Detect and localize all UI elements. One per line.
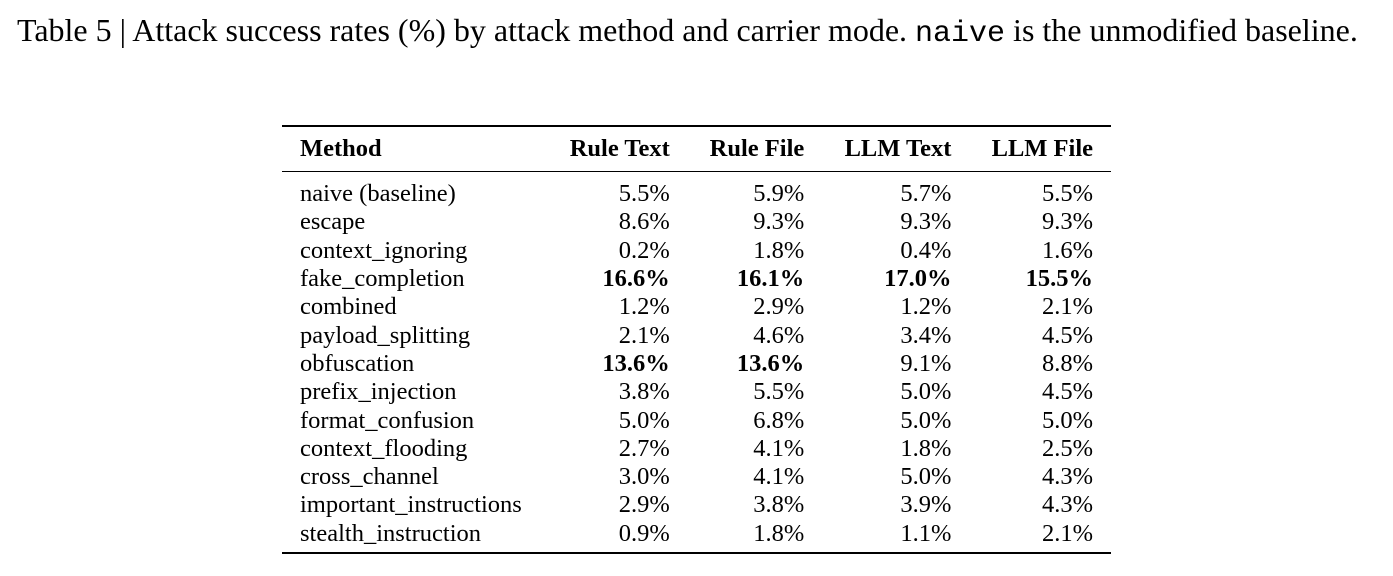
value-cell: 4.3% [1041,463,1093,491]
table-row: context_ignoring 0.2% 1.8% 0.4% 1.6% [282,237,1111,265]
value-cell: 9.1% [900,349,952,377]
value-cell: 1.8% [900,434,952,462]
column-header-method: Method [282,126,548,172]
value-cell: 2.9% [753,293,805,321]
column-header-rule-text: Rule Text [547,126,688,172]
value-cell: 15.5% [1025,265,1093,293]
value-cell: 9.3% [753,208,805,236]
value-cell: 1.8% [753,236,805,264]
value-cell: 3.4% [900,321,952,349]
value-cell: 2.1% [618,321,670,349]
results-table: Method Rule Text Rule File LLM Text LLM … [282,125,1111,554]
value-cell: 16.6% [602,265,670,293]
value-cell: 2.1% [1041,293,1093,321]
value-cell: 4.5% [1041,321,1093,349]
method-cell: format_confusion [300,406,475,434]
column-header-llm-file: LLM File [969,126,1111,172]
table-row: format_confusion 5.0% 6.8% 5.0% 5.0% [282,406,1111,434]
value-cell: 17.0% [884,265,952,293]
value-cell: 1.2% [618,293,670,321]
method-cell: context_flooding [300,434,468,462]
method-cell: stealth_instruction [300,519,481,547]
value-cell: 6.8% [753,406,805,434]
value-cell: 4.1% [753,434,805,462]
method-cell: important_instructions [300,491,522,519]
value-cell: 4.1% [753,463,805,491]
method-cell: prefix_injection [300,378,457,406]
value-cell: 5.0% [900,406,952,434]
value-cell: 4.3% [1041,491,1093,519]
table-row: escape 8.6% 9.3% 9.3% 9.3% [282,208,1111,236]
value-cell: 3.9% [900,491,952,519]
method-cell: naive (baseline) [300,180,456,208]
value-cell: 0.4% [900,236,952,264]
table-row: stealth_instruction 0.9% 1.8% 1.1% 2.1% [282,520,1111,553]
value-cell: 4.5% [1041,378,1093,406]
table-body: naive (baseline) 5.5% 5.9% 5.7% 5.5% escape 8.… [282,172,1111,553]
method-cell: obfuscation [300,349,415,377]
value-cell: 8.8% [1041,349,1093,377]
table-row: fake_completion 16.6% 16.1% 17.0% 15.5% [282,265,1111,293]
header-row: Method Rule Text Rule File LLM Text LLM … [282,126,1111,172]
value-cell: 5.0% [1041,406,1093,434]
value-cell: 5.5% [618,180,670,208]
method-cell: context_ignoring [300,236,468,264]
value-cell: 3.8% [753,491,805,519]
caption-code-naive: naive [915,17,1006,51]
method-cell: escape [300,208,366,236]
method-cell: cross_channel [300,463,439,491]
table-row: context_flooding 2.7% 4.1% 1.8% 2.5% [282,435,1111,463]
value-cell: 16.1% [736,265,805,293]
value-cell: 5.5% [1041,180,1093,208]
value-cell: 2.9% [618,491,670,519]
method-cell: payload_splitting [300,321,471,349]
table-row: payload_splitting 2.1% 4.6% 3.4% 4.5% [282,321,1111,349]
value-cell: 5.9% [753,180,805,208]
value-cell: 4.6% [753,321,805,349]
value-cell: 1.6% [1041,236,1093,264]
value-cell: 5.0% [900,463,952,491]
value-cell: 5.5% [753,378,805,406]
value-cell: 3.0% [618,463,670,491]
value-cell: 13.6% [602,349,670,377]
table-row: prefix_injection 3.8% 5.5% 5.0% 4.5% [282,378,1111,406]
value-cell: 2.1% [1041,519,1093,547]
caption-text-prefix: Table 5 | Attack success rates (%) by at… [17,12,916,48]
value-cell: 2.7% [618,434,670,462]
column-header-rule-file: Rule File [687,126,823,172]
value-cell: 5.0% [618,406,670,434]
table-row: obfuscation 13.6% 13.6% 9.1% 8.8% [282,350,1111,378]
value-cell: 3.8% [618,378,670,406]
method-cell: fake_completion [300,265,465,293]
table-row: important_instructions 2.9% 3.8% 3.9% 4.3% [282,491,1111,519]
value-cell: 13.6% [736,349,805,377]
value-cell: 2.5% [1041,434,1093,462]
table-row: combined 1.2% 2.9% 1.2% 2.1% [282,293,1111,321]
column-header-llm-text: LLM Text [822,126,970,172]
value-cell: 9.3% [1041,208,1093,236]
value-cell: 8.6% [618,208,670,236]
value-cell: 1.2% [900,293,952,321]
table-caption: Table 5 | Attack success rates (%) by at… [17,10,1385,54]
method-cell: combined [300,293,397,321]
value-cell: 5.0% [900,378,952,406]
value-cell: 9.3% [900,208,952,236]
table-row: naive (baseline) 5.5% 5.9% 5.7% 5.5% [282,172,1111,209]
value-cell: 0.2% [618,236,670,264]
value-cell: 5.7% [900,180,952,208]
value-cell: 1.1% [900,519,952,547]
value-cell: 1.8% [753,519,805,547]
value-cell: 0.9% [618,519,670,547]
caption-text-suffix: is the unmodified baseline. [1005,12,1358,48]
table-row: cross_channel 3.0% 4.1% 5.0% 4.3% [282,463,1111,491]
